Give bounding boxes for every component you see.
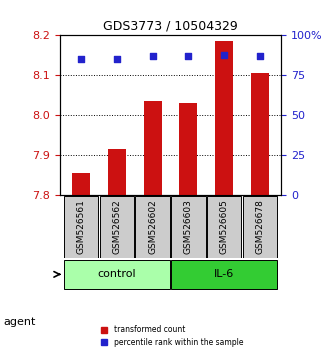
Text: IL-6: IL-6 [214,269,234,279]
Title: GDS3773 / 10504329: GDS3773 / 10504329 [103,20,238,33]
Point [114,56,119,62]
FancyBboxPatch shape [64,196,98,258]
FancyBboxPatch shape [100,196,134,258]
Text: GSM526561: GSM526561 [76,199,85,254]
Bar [251,73,269,195]
Point [78,56,84,62]
Point [150,53,155,59]
Bar [72,173,90,195]
Bar [215,41,233,195]
Text: control: control [98,269,136,279]
Bar [108,149,126,195]
FancyBboxPatch shape [171,260,277,289]
FancyBboxPatch shape [64,260,170,289]
Bar [179,103,197,195]
FancyBboxPatch shape [207,196,241,258]
FancyBboxPatch shape [243,196,277,258]
Legend: transformed count, percentile rank within the sample: transformed count, percentile rank withi… [97,322,247,350]
Text: GSM526678: GSM526678 [256,199,264,254]
Point [257,53,262,59]
Bar [144,101,162,195]
Text: GSM526603: GSM526603 [184,199,193,254]
Point [221,52,227,57]
Text: agent: agent [3,317,36,327]
Text: GSM526602: GSM526602 [148,199,157,254]
Text: GSM526562: GSM526562 [112,199,121,254]
FancyBboxPatch shape [135,196,170,258]
Point [186,53,191,59]
Text: GSM526605: GSM526605 [220,199,229,254]
FancyBboxPatch shape [171,196,206,258]
